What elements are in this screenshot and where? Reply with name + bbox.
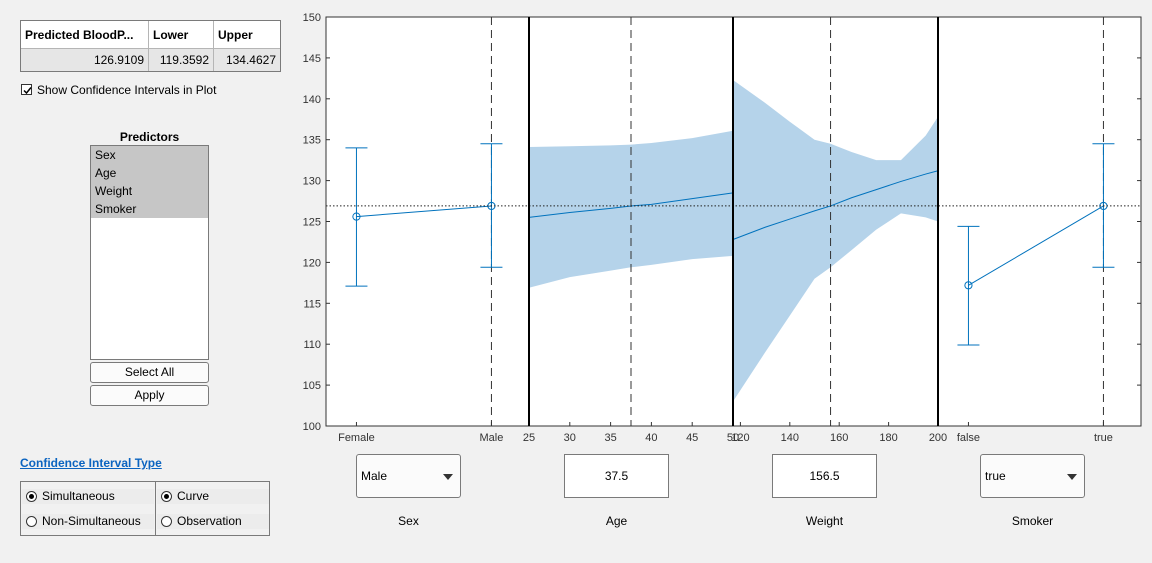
radio-curve[interactable] — [161, 491, 172, 502]
radio-non-simultaneous[interactable] — [26, 516, 37, 527]
x-tick-label: 50 — [727, 432, 739, 444]
header-upper: Upper — [214, 21, 280, 49]
predictors-listbox[interactable]: Sex Age Weight Smoker — [90, 145, 209, 360]
list-item-weight[interactable]: Weight — [91, 182, 208, 200]
prediction-slice-plot: 100 105 110 115 120 125 130 135 140 145 150 Female M… — [303, 12, 1142, 444]
x-tick-label: Male — [480, 432, 504, 444]
y-tick-label: 125 — [303, 217, 321, 229]
chevron-down-icon — [1067, 474, 1077, 480]
header-lower: Lower — [149, 21, 214, 49]
weight-edit-field[interactable]: 156.5 — [772, 454, 877, 498]
ci-type-link[interactable]: Confidence Interval Type — [20, 456, 162, 470]
checkmark-icon — [23, 87, 32, 95]
header-predicted: Predicted BloodP... — [21, 21, 149, 49]
ci-bound-type-group: Curve Observation — [155, 481, 270, 536]
y-tick-label: 150 — [303, 12, 321, 24]
observation-label: Observation — [177, 514, 242, 528]
sex-dropdown-value: Male — [361, 469, 388, 483]
ci-simultaneity-group: Simultaneous Non-Simultaneous — [20, 481, 156, 536]
show-ci-label: Show Confidence Intervals in Plot — [37, 83, 217, 97]
select-all-button[interactable]: Select All — [90, 362, 209, 383]
y-tick-label: 135 — [303, 135, 321, 147]
x-tick-label: Female — [338, 432, 375, 444]
fit-point — [352, 212, 361, 221]
panel-bg-sex — [326, 17, 529, 426]
show-ci-checkbox[interactable] — [21, 84, 32, 95]
fit-line — [968, 205, 1104, 286]
non-simultaneous-label: Non-Simultaneous — [42, 514, 141, 528]
radio-observation[interactable] — [161, 516, 172, 527]
y-tick-label: 105 — [303, 380, 321, 392]
fit-point — [964, 281, 973, 290]
x-tick-label: true — [1094, 432, 1113, 444]
weight-control-label: Weight — [805, 514, 844, 528]
y-tick-label: 110 — [303, 339, 321, 351]
smoker-dropdown[interactable]: true — [980, 454, 1085, 498]
x-tick-label: 200 — [929, 432, 947, 444]
x-tick-label: 40 — [645, 432, 657, 444]
x-tick-label: 120 — [731, 432, 749, 444]
cell-lower[interactable]: 119.3592 — [149, 49, 214, 71]
x-tick-label: 30 — [564, 432, 576, 444]
x-tick-label: 140 — [781, 432, 799, 444]
x-tick-label: 25 — [523, 432, 535, 444]
y-tick-label: 115 — [303, 298, 321, 310]
simultaneous-label: Simultaneous — [42, 489, 115, 503]
cell-predicted[interactable]: 126.9109 — [21, 49, 149, 71]
panel-bg-smoker — [938, 17, 1141, 426]
y-tick-label: 120 — [303, 257, 321, 269]
y-tick-label: 130 — [303, 176, 321, 188]
y-tick-label: 100 — [303, 421, 321, 433]
prediction-table: Predicted BloodP... Lower Upper 126.9109… — [20, 20, 281, 72]
confidence-band — [529, 130, 733, 288]
age-edit-field[interactable]: 37.5 — [564, 454, 669, 498]
cell-upper[interactable]: 134.4627 — [214, 49, 280, 71]
panel-weight — [732, 17, 939, 426]
predictors-title: Predictors — [119, 130, 180, 144]
confidence-band — [733, 79, 938, 402]
sex-dropdown[interactable]: Male — [356, 454, 461, 498]
list-item-sex[interactable]: Sex — [91, 146, 208, 164]
x-tick-label: false — [957, 432, 980, 444]
smoker-dropdown-value: true — [985, 469, 1006, 483]
x-tick-label: 160 — [830, 432, 848, 444]
list-item-smoker[interactable]: Smoker — [91, 200, 208, 218]
y-tick-label: 140 — [303, 94, 321, 106]
x-tick-label: 45 — [686, 432, 698, 444]
list-item-age[interactable]: Age — [91, 164, 208, 182]
x-tick-label: 35 — [604, 432, 616, 444]
fit-line — [732, 170, 939, 240]
fit-line — [356, 205, 492, 218]
x-tick-label: 180 — [879, 432, 897, 444]
sex-control-label: Sex — [398, 514, 419, 528]
chevron-down-icon — [443, 474, 453, 480]
y-tick-label: 145 — [303, 53, 321, 65]
age-control-label: Age — [605, 514, 628, 528]
apply-button[interactable]: Apply — [90, 385, 209, 406]
curve-label: Curve — [177, 489, 210, 503]
radio-simultaneous[interactable] — [26, 491, 37, 502]
smoker-control-label: Smoker — [1011, 514, 1054, 528]
